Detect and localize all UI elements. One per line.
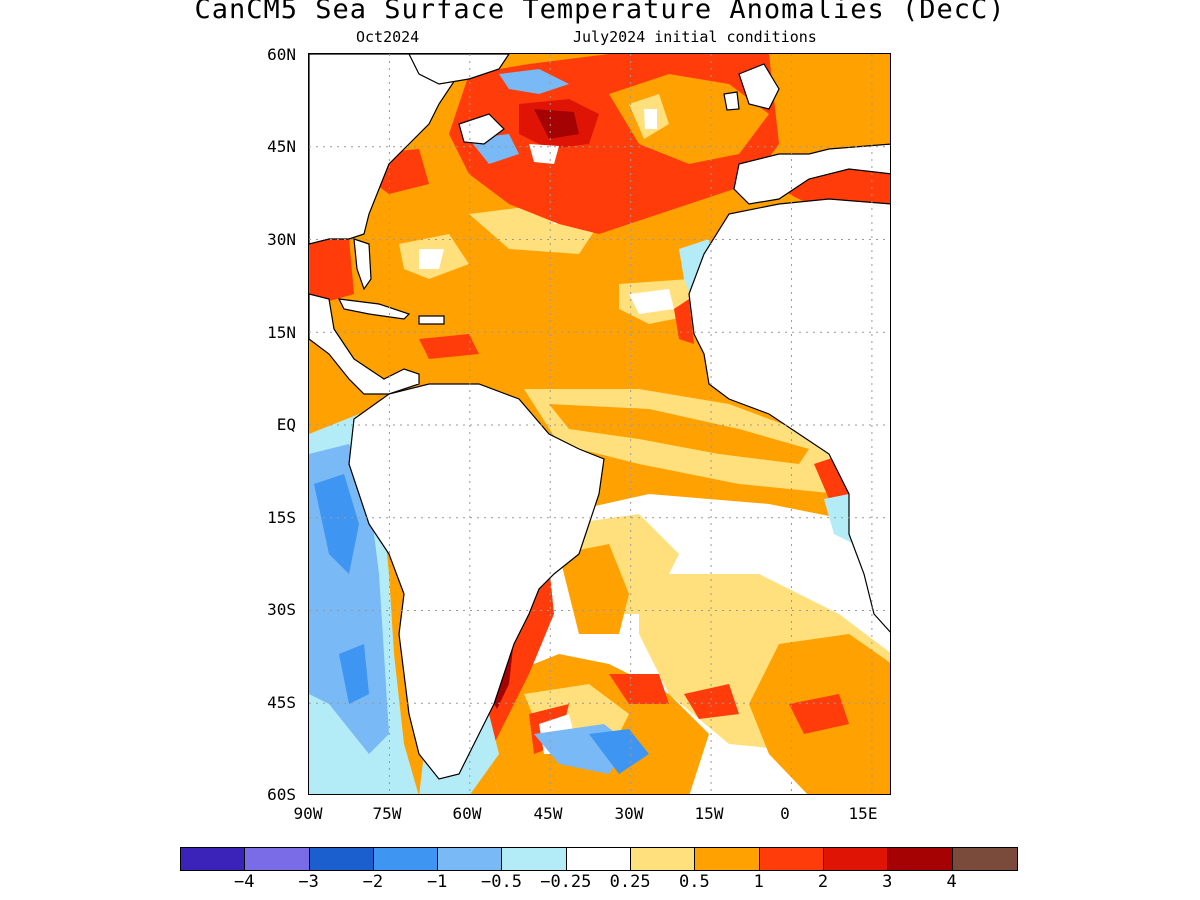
colorbar-tick-label: 4: [946, 872, 957, 892]
south-america: [348, 383, 605, 780]
sst-anomaly-map: [308, 53, 891, 795]
colorbar-tick-label: −0.5: [481, 872, 522, 892]
anomaly-region: [419, 249, 444, 269]
colorbar-swatch: [566, 848, 632, 870]
lat-label: 45S: [267, 693, 296, 712]
colorbar-tick-label: 2: [817, 872, 829, 892]
lon-label: 60W: [452, 804, 482, 823]
colorbar-tick-label: −3: [298, 872, 319, 892]
anomaly-region: [499, 69, 569, 94]
lat-label: 30N: [267, 230, 296, 249]
colorbar-tick-label: −1: [426, 872, 448, 892]
lat-label: 15N: [267, 323, 296, 342]
colorbar-swatch: [695, 848, 760, 870]
lat-label: 60S: [267, 785, 296, 804]
colorbar-swatch: [309, 848, 374, 870]
lat-label: 60N: [267, 45, 296, 64]
anomaly-region: [419, 334, 479, 359]
lon-label: 15E: [848, 804, 878, 823]
colorbar-swatch: [823, 848, 889, 870]
anomaly-region: [684, 684, 739, 719]
cuba: [337, 298, 411, 320]
anomaly-region: [529, 144, 559, 164]
labrador: [408, 54, 510, 85]
graticule: [309, 54, 890, 794]
iberia: [733, 143, 890, 205]
colorbar-swatch: [373, 848, 439, 870]
anomaly-region: [549, 404, 809, 464]
colorbar-swatch: [438, 848, 503, 870]
colorbar-tick-label: −2: [362, 872, 384, 892]
colorbar-tick-label: −0.25: [540, 872, 592, 892]
forecast-month: Oct2024: [356, 28, 420, 46]
lat-label: 30S: [267, 600, 296, 619]
anomaly-region: [589, 729, 649, 774]
colorbar-tick-label: −4: [234, 872, 255, 892]
anomaly-region: [824, 494, 854, 544]
hispaniola: [418, 315, 445, 325]
ireland: [723, 91, 740, 111]
map-canvas: [309, 54, 890, 794]
lon-label: 90W: [293, 804, 323, 823]
lat-label: 45N: [267, 137, 296, 156]
anomaly-region: [534, 109, 579, 139]
anomaly-region: [609, 674, 669, 704]
colorbar-swatch: [181, 848, 246, 870]
colorbar-swatch: [245, 848, 310, 870]
africa: [688, 198, 890, 633]
colorbar-swatch: [631, 848, 696, 870]
british-isles: [738, 63, 780, 110]
anomaly-region: [309, 239, 354, 304]
anomaly-region: [314, 474, 359, 574]
colorbar: [180, 847, 1018, 871]
lon-label: 45W: [533, 804, 563, 823]
colorbar-swatch: [759, 848, 824, 870]
lon-label: 0: [780, 804, 790, 823]
initial-conditions-label: July2024 initial conditions: [573, 28, 817, 46]
anomaly-region: [559, 544, 629, 634]
chart-title: CanCM5 Sea Surface Temperature Anomalies…: [194, 0, 1006, 25]
newfoundland: [458, 113, 505, 145]
land-masses: [309, 54, 890, 780]
lon-label: 15W: [694, 804, 724, 823]
florida: [353, 238, 372, 291]
colorbar-swatch: [502, 848, 567, 870]
anomaly-region: [789, 694, 849, 734]
anomaly-region: [644, 109, 657, 129]
colorbar-tick-label: 0.25: [609, 872, 651, 892]
anomaly-region: [629, 289, 674, 314]
colorbar-tick-label: 0.5: [679, 872, 710, 892]
central-america: [309, 293, 420, 395]
colorbar-tick-label: 1: [753, 872, 764, 892]
anomaly-region: [339, 644, 369, 704]
colorbar-swatch: [952, 848, 1017, 870]
colorbar-tick-label: 3: [882, 872, 893, 892]
lat-label: 15S: [267, 508, 296, 527]
colorbar-swatch: [888, 848, 953, 870]
lon-label: 30W: [614, 804, 644, 823]
lon-label: 75W: [372, 804, 402, 823]
lat-label: EQ: [276, 415, 296, 434]
